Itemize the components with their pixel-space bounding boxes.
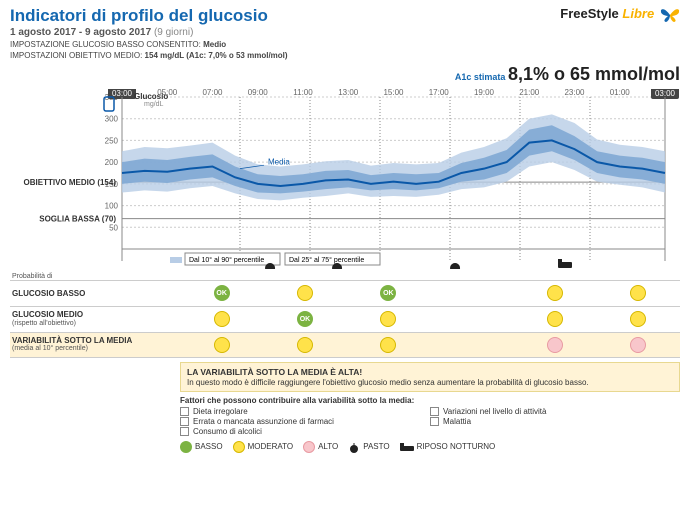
indicator-cell <box>430 311 513 327</box>
indicator-cell <box>263 337 346 353</box>
indicators-table: Probabilità di GLUCOSIO BASSOOKOKGLUCOSI… <box>10 273 680 358</box>
indicator-cell <box>180 311 263 327</box>
date-range: 1 agosto 2017 - 9 agosto 2017 (9 giorni) <box>10 27 288 38</box>
svg-text:21:00: 21:00 <box>519 89 540 97</box>
factor-item: Dieta irregolare <box>180 407 430 416</box>
svg-text:Dal 25° al 75° percentile: Dal 25° al 75° percentile <box>289 256 364 264</box>
svg-text:23:00: 23:00 <box>564 89 585 97</box>
legend-meal: PASTO <box>348 441 389 453</box>
indicator-cell: OK <box>263 311 346 327</box>
factors-box: Fattori che possono contribuire alla var… <box>180 396 680 437</box>
svg-text:Media: Media <box>268 157 290 166</box>
checkbox-icon <box>180 407 189 416</box>
svg-text:Dal 10° al 90° percentile: Dal 10° al 90° percentile <box>189 256 264 264</box>
meta-settings: IMPOSTAZIONE GLUCOSIO BASSO CONSENTITO: … <box>10 40 288 62</box>
svg-text:15:00: 15:00 <box>383 89 404 97</box>
indicator-cell <box>513 285 596 301</box>
svg-text:11:00: 11:00 <box>293 89 313 97</box>
table-row: VARIABILITÀ SOTTO LA MEDIA(media al 10° … <box>10 332 680 358</box>
svg-text:250: 250 <box>105 136 119 145</box>
factor-item: Variazioni nel livello di attività <box>430 407 680 416</box>
indicator-cell <box>347 337 430 353</box>
indicator-cell <box>513 337 596 353</box>
indicator-cell <box>597 311 680 327</box>
bed-icon <box>400 442 414 452</box>
butterfly-icon <box>660 7 680 23</box>
legend-item: ALTO <box>303 441 338 453</box>
indicator-cell: OK <box>347 285 430 301</box>
factor-item: Malattia <box>430 417 680 426</box>
report-title: Indicatori di profilo del glucosio <box>10 6 288 26</box>
checkbox-icon <box>430 407 439 416</box>
warning-box: LA VARIABILITÀ SOTTO LA MEDIA È ALTA! In… <box>180 362 680 392</box>
prob-label: Probabilità di <box>10 273 680 280</box>
a1c-estimate: A1c stimata 8,1% o 65 mmol/mol <box>0 64 690 89</box>
brand-logo: FreeStyle Libre <box>560 6 680 23</box>
svg-text:OBIETTIVO MEDIO (154): OBIETTIVO MEDIO (154) <box>24 178 117 187</box>
svg-text:50: 50 <box>109 223 118 232</box>
legend-item: MODERATO <box>233 441 293 453</box>
svg-text:07:00: 07:00 <box>202 89 223 97</box>
legend-bed: RIPOSO NOTTURNO <box>400 442 496 452</box>
svg-text:17:00: 17:00 <box>429 89 450 97</box>
factors-title: Fattori che possono contribuire alla var… <box>180 396 680 405</box>
svg-text:13:00: 13:00 <box>338 89 359 97</box>
indicator-cell <box>430 285 513 301</box>
legend-bar: BASSO MODERATO ALTO PASTO RIPOSO NOTTURNO <box>180 441 680 453</box>
indicator-cell <box>430 337 513 353</box>
indicator-cell <box>180 337 263 353</box>
svg-text:09:00: 09:00 <box>248 89 269 97</box>
svg-text:mg/dL: mg/dL <box>144 101 164 108</box>
indicator-cell <box>263 285 346 301</box>
indicator-cell <box>597 337 680 353</box>
header: Indicatori di profilo del glucosio 1 ago… <box>0 0 690 64</box>
indicator-cell <box>597 285 680 301</box>
svg-text:03:00: 03:00 <box>112 89 133 98</box>
header-left: Indicatori di profilo del glucosio 1 ago… <box>10 6 288 62</box>
factor-item: Consumo di alcolici <box>180 427 430 436</box>
indicator-cell: OK <box>180 285 263 301</box>
svg-text:100: 100 <box>105 201 119 210</box>
indicator-cell <box>347 311 430 327</box>
apple-icon <box>348 441 360 453</box>
legend-item: BASSO <box>180 441 223 453</box>
checkbox-icon <box>430 417 439 426</box>
svg-text:200: 200 <box>105 158 119 167</box>
svg-text:SOGLIA BASSA (70): SOGLIA BASSA (70) <box>39 214 116 223</box>
glucose-chart: 50100150200250300350mg/dL05:0007:0009:00… <box>10 89 680 269</box>
svg-text:19:00: 19:00 <box>474 89 495 97</box>
svg-text:300: 300 <box>105 114 119 123</box>
svg-text:Glucosio: Glucosio <box>134 92 168 101</box>
factor-item: Errata o mancata assunzione di farmaci <box>180 417 430 426</box>
svg-text:01:00: 01:00 <box>610 89 631 97</box>
indicator-cell <box>513 311 596 327</box>
table-row: GLUCOSIO MEDIO(rispetto all'obiettivo)OK <box>10 306 680 332</box>
warning-sub: In questo modo è difficile raggiungere l… <box>187 378 673 387</box>
warning-title: LA VARIABILITÀ SOTTO LA MEDIA È ALTA! <box>187 367 673 377</box>
table-row: GLUCOSIO BASSOOKOK <box>10 280 680 306</box>
svg-text:03:00: 03:00 <box>655 89 676 98</box>
checkbox-icon <box>180 417 189 426</box>
checkbox-icon <box>180 427 189 436</box>
